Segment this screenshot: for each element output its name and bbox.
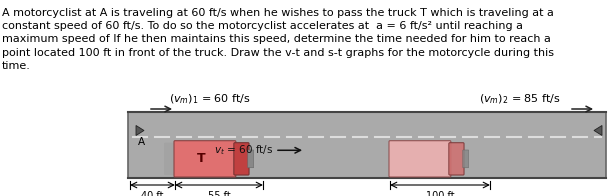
Text: constant speed of 60 ft/s. To do so the motorcyclist accelerates at  a = 6 ft/s²: constant speed of 60 ft/s. To do so the … <box>2 21 523 31</box>
FancyBboxPatch shape <box>247 150 254 168</box>
Text: 55 ft: 55 ft <box>208 191 230 196</box>
Text: point located 100 ft in front of the truck. Draw the v-t and s-t graphs for the : point located 100 ft in front of the tru… <box>2 48 554 58</box>
Polygon shape <box>136 125 144 135</box>
FancyBboxPatch shape <box>449 143 464 175</box>
FancyBboxPatch shape <box>164 143 178 175</box>
Bar <box>128 112 606 178</box>
Text: A: A <box>138 137 145 147</box>
FancyBboxPatch shape <box>389 141 451 177</box>
Text: 100 ft: 100 ft <box>426 191 455 196</box>
Text: $v_t$ = 60 ft/s: $v_t$ = 60 ft/s <box>214 143 273 157</box>
Text: $(v_m)_1$ = 60 ft/s: $(v_m)_1$ = 60 ft/s <box>169 92 251 106</box>
Text: T: T <box>197 152 206 165</box>
Text: 40 ft: 40 ft <box>141 191 164 196</box>
Text: A motorcyclist at A is traveling at 60 ft/s when he wishes to pass the truck T w: A motorcyclist at A is traveling at 60 f… <box>2 8 554 18</box>
FancyBboxPatch shape <box>234 143 249 175</box>
Text: $(v_m)_2$ = 85 ft/s: $(v_m)_2$ = 85 ft/s <box>479 92 561 106</box>
Text: time.: time. <box>2 61 31 71</box>
Polygon shape <box>594 125 602 135</box>
Text: maximum speed of If he then maintains this speed, determine the time needed for : maximum speed of If he then maintains th… <box>2 34 551 44</box>
FancyBboxPatch shape <box>463 150 469 168</box>
FancyBboxPatch shape <box>174 141 236 177</box>
